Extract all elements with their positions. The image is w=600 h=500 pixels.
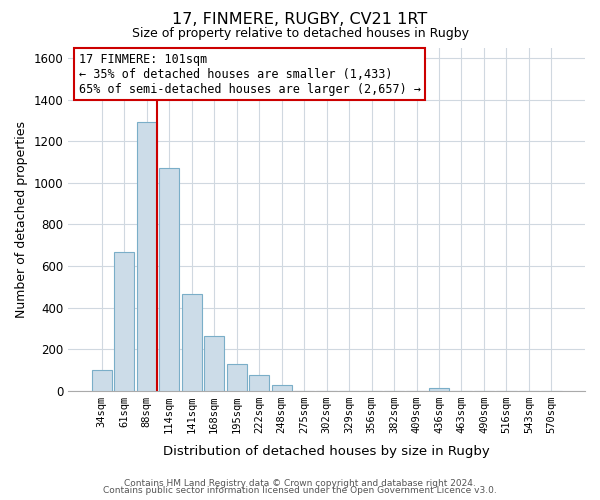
Bar	[272, 385, 292, 391]
Bar	[227, 364, 247, 391]
X-axis label: Distribution of detached houses by size in Rugby: Distribution of detached houses by size …	[163, 444, 490, 458]
Text: Contains HM Land Registry data © Crown copyright and database right 2024.: Contains HM Land Registry data © Crown c…	[124, 478, 476, 488]
Text: Contains public sector information licensed under the Open Government Licence v3: Contains public sector information licen…	[103, 486, 497, 495]
Text: Size of property relative to detached houses in Rugby: Size of property relative to detached ho…	[131, 28, 469, 40]
Bar	[92, 370, 112, 391]
Text: 17, FINMERE, RUGBY, CV21 1RT: 17, FINMERE, RUGBY, CV21 1RT	[172, 12, 428, 28]
Bar	[159, 168, 179, 391]
Bar	[429, 388, 449, 391]
Bar	[137, 122, 157, 391]
Bar	[249, 376, 269, 391]
Y-axis label: Number of detached properties: Number of detached properties	[15, 121, 28, 318]
Bar	[114, 252, 134, 391]
Bar	[204, 336, 224, 391]
Text: 17 FINMERE: 101sqm
← 35% of detached houses are smaller (1,433)
65% of semi-deta: 17 FINMERE: 101sqm ← 35% of detached hou…	[79, 52, 421, 96]
Bar	[182, 294, 202, 391]
